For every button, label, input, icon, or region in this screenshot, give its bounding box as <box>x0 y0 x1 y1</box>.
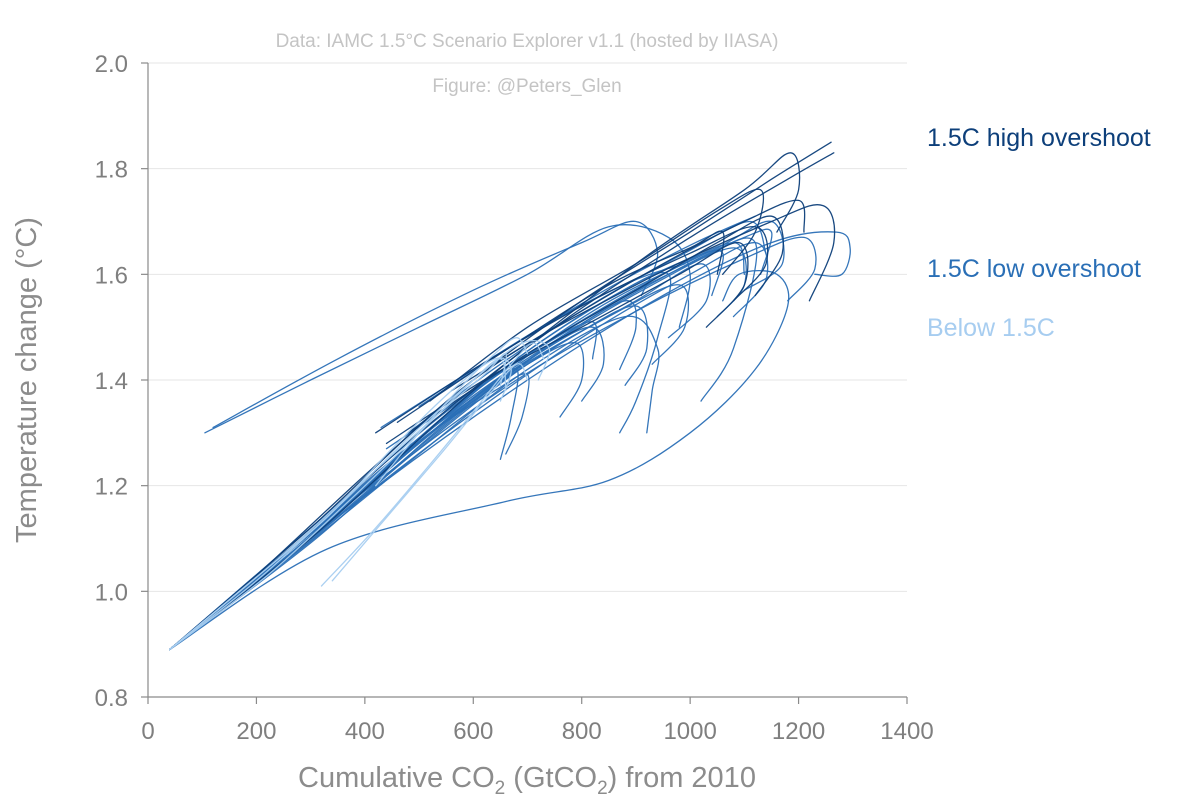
axes <box>141 62 908 704</box>
x-axis-title-suffix: ) from 2010 <box>608 762 756 794</box>
x-axis-title-subscript-2: 2 <box>597 778 608 799</box>
y-tick-label: 2.0 <box>95 51 128 78</box>
x-tick-labels: 0 200 400 600 800 1000 1200 1400 <box>141 718 933 745</box>
x-tick-label: 200 <box>236 718 276 745</box>
series-line-below-1-5c <box>169 340 551 651</box>
y-tick-label: 1.6 <box>95 262 128 289</box>
legend-below-1-5c: Below 1.5C <box>927 314 1055 342</box>
y-tick-label: 1.4 <box>95 368 128 395</box>
series-line-1-5c-low-overshoot <box>169 315 660 651</box>
x-tick-label: 400 <box>345 718 385 745</box>
series-line-1-5c-high-overshoot <box>385 241 749 445</box>
series-line-1-5c-low-overshoot <box>169 305 649 651</box>
x-axis-title: Cumulative CO2 (GtCO2) from 2010 <box>298 762 756 799</box>
series-line-1-5c-low-overshoot <box>169 231 851 651</box>
y-tick-label: 1.8 <box>95 157 128 184</box>
series-lines <box>169 141 851 651</box>
y-tick-label: 1.0 <box>95 579 128 606</box>
series-line-1-5c-high-overshoot <box>169 204 836 651</box>
series-line-1-5c-high-overshoot <box>407 215 784 434</box>
series-line-below-1-5c <box>169 352 508 651</box>
x-tick-label: 0 <box>141 718 154 745</box>
x-axis-title-subscript: 2 <box>495 778 506 799</box>
y-tick-labels: 0.8 1.0 1.2 1.4 1.6 1.8 2.0 <box>95 51 128 712</box>
x-tick-label: 1400 <box>880 718 933 745</box>
data-source-note: Data: IAMC 1.5°C Scenario Explorer v1.1 … <box>276 31 779 52</box>
series-line-1-5c-low-overshoot <box>169 236 817 651</box>
legend-high-overshoot: 1.5C high overshoot <box>927 124 1151 152</box>
series-line-1-5c-high-overshoot <box>169 152 801 651</box>
x-tick-label: 1000 <box>663 718 716 745</box>
series-line-1-5c-high-overshoot <box>429 188 764 402</box>
x-axis-title-prefix: Cumulative CO <box>298 762 495 794</box>
series-line-below-1-5c <box>320 342 545 587</box>
x-tick-label: 600 <box>453 718 493 745</box>
y-tick-label: 0.8 <box>95 685 128 712</box>
series-line-below-1-5c <box>375 337 529 487</box>
legend-low-overshoot: 1.5C low overshoot <box>927 255 1141 283</box>
series-line-below-1-5c <box>331 363 529 582</box>
x-axis-title-middle: (GtCO <box>505 762 597 794</box>
x-tick-label: 1200 <box>772 718 825 745</box>
series-line-1-5c-high-overshoot <box>375 226 769 434</box>
x-tick-label: 800 <box>562 718 602 745</box>
series-line-1-5c-low-overshoot <box>169 249 724 651</box>
y-tick-label: 1.2 <box>95 474 128 501</box>
figure-credit: Figure: @Peters_Glen <box>432 76 621 97</box>
series-line-1-5c-low-overshoot <box>169 220 785 651</box>
series-line-1-5c-low-overshoot <box>169 270 790 651</box>
y-axis-title: Temperature change (°C) <box>11 217 43 543</box>
